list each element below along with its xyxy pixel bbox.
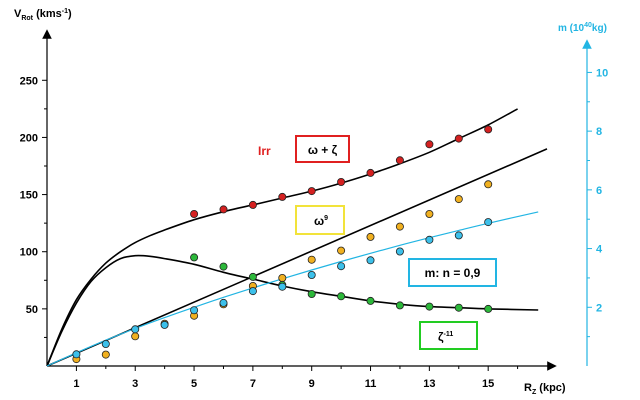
mass-points xyxy=(425,235,434,244)
left-tick-label: 100 xyxy=(20,247,38,259)
mass-points xyxy=(278,282,287,291)
zeta11-points xyxy=(454,303,463,312)
x-tick-label: 1 xyxy=(73,378,79,390)
right-tick-label: 8 xyxy=(596,126,602,138)
omega-zeta-box xyxy=(295,135,350,163)
omega-zeta-points xyxy=(190,209,199,218)
mass-label: m: n = 0,9 xyxy=(425,266,481,280)
omega9-points xyxy=(454,195,463,204)
zeta11-points xyxy=(190,253,199,262)
x-tick-label: 11 xyxy=(365,378,377,390)
right-axis-label: m (1040kg) xyxy=(558,22,607,34)
right-tick-label: 6 xyxy=(596,185,602,197)
left-tick-label: 50 xyxy=(26,304,38,316)
zeta11-points xyxy=(395,301,404,310)
mass-points xyxy=(101,339,110,348)
zeta11-points xyxy=(248,272,257,281)
x-tick-label: 15 xyxy=(482,378,494,390)
x-tick-label: 9 xyxy=(309,378,315,390)
mass-points xyxy=(395,247,404,256)
omega-zeta-points xyxy=(366,168,375,177)
x-tick-label: 13 xyxy=(423,378,435,390)
mass-points xyxy=(307,270,316,279)
left-tick-label: 250 xyxy=(20,75,38,87)
omega9-points xyxy=(484,180,493,189)
mass-points xyxy=(131,325,140,334)
zeta11-curve xyxy=(46,254,539,367)
omega-zeta-points xyxy=(307,187,316,196)
omega9-points xyxy=(278,273,287,282)
x-axis-label: RZ (kpc) xyxy=(524,382,566,396)
omega9-label: ω9 xyxy=(314,214,328,228)
mass-points xyxy=(160,320,169,329)
omega-zeta-points xyxy=(219,205,228,214)
left-tick-label: 150 xyxy=(20,190,38,202)
omega-zeta-points xyxy=(454,134,463,143)
x-tick-label: 5 xyxy=(191,378,197,390)
omega9-points xyxy=(131,332,140,341)
mass-points xyxy=(337,262,346,271)
mass-points xyxy=(484,218,493,227)
omega9-points xyxy=(101,350,110,359)
mass-points xyxy=(248,287,257,296)
omega9-box xyxy=(295,205,345,235)
mass-points xyxy=(366,256,375,265)
omega-zeta-points xyxy=(395,156,404,165)
right-tick-label: 2 xyxy=(596,302,602,314)
x-tick-label: 3 xyxy=(132,378,138,390)
zeta11-points xyxy=(366,296,375,305)
omega9-points xyxy=(307,255,316,264)
omega-zeta-points xyxy=(337,177,346,186)
omega-zeta-points xyxy=(425,140,434,149)
omega-zeta-points xyxy=(278,192,287,201)
omega9-points xyxy=(425,209,434,218)
irr-label: Irr xyxy=(258,144,271,158)
omega9-points xyxy=(395,222,404,231)
zeta11-points xyxy=(337,292,346,301)
x-tick-label: 7 xyxy=(250,378,256,390)
left-tick-label: 200 xyxy=(20,132,38,144)
omega9-points xyxy=(337,246,346,255)
zeta11-points xyxy=(307,289,316,298)
mass-points xyxy=(72,350,81,359)
zeta11-points xyxy=(219,262,228,271)
mass-box xyxy=(408,258,497,287)
zeta11-points xyxy=(425,302,434,311)
omega-zeta-label: ω + ζ xyxy=(308,143,338,157)
omega-zeta-points xyxy=(484,125,493,134)
zeta11-points xyxy=(484,304,493,313)
omega9-points xyxy=(366,232,375,241)
right-tick-label: 10 xyxy=(596,67,608,79)
zeta11-box xyxy=(419,321,478,350)
mass-points xyxy=(454,231,463,240)
zeta11-label: ζ-11 xyxy=(438,330,453,344)
omega-zeta-points xyxy=(248,200,257,209)
left-axis-label: VRot (kms-1) xyxy=(14,8,72,22)
right-tick-label: 4 xyxy=(596,244,603,256)
mass-points xyxy=(190,306,199,315)
mass-points xyxy=(219,298,228,307)
